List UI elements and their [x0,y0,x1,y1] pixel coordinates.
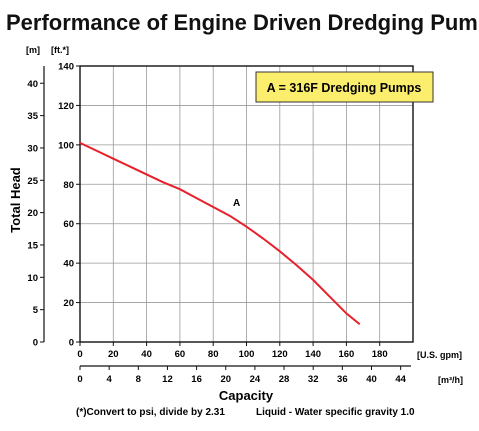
m3h-tick-label: 32 [308,374,319,385]
y-axis-title: Total Head [8,167,23,233]
m3h-tick-label: 0 [77,374,82,385]
gpm-tick-label: 20 [108,349,119,360]
y-unit-feet: [ft.*] [51,45,69,55]
meter-tick-label: 5 [33,305,39,316]
gpm-tick-label: 140 [305,349,321,360]
legend-box-text: A = 316F Dredging Pumps [267,81,422,95]
m3h-tick-label: 4 [107,374,113,385]
gpm-tick-label: 60 [175,349,186,360]
gpm-tick-label: 100 [239,349,255,360]
meter-tick-label: 30 [27,143,38,154]
m3h-tick-label: 24 [250,374,261,385]
liquid-note: Liquid - Water specific gravity 1.0 [256,407,415,418]
feet-tick-label: 140 [58,62,74,73]
m3h-tick-label: 12 [162,374,173,385]
m3h-tick-labels: 0 4 8 12 16 20 24 28 32 36 40 44 [77,366,407,385]
m3h-tick-label: 44 [395,374,406,385]
feet-tick-label: 100 [58,140,74,151]
m3h-tick-label: 16 [191,374,202,385]
meter-tick-label: 40 [27,79,38,90]
chart-title: Performance of Engine Driven Dredging Pu… [6,10,479,35]
gpm-tick-label: 160 [338,349,354,360]
feet-tick-labels: 0 20 40 60 80 100 120 140 [58,62,80,349]
gpm-tick-labels: 0 20 40 60 80 100 120 140 160 180 [77,342,388,360]
grid [80,66,413,342]
y-unit-meters: [m] [26,45,40,55]
gpm-tick-label: 40 [141,349,152,360]
x-unit-gpm: [U.S. gpm] [417,350,462,360]
legend-box: A = 316F Dredging Pumps [255,71,434,103]
x-axis-title: Capacity [219,388,274,403]
conversion-note: (*)Convert to psi, divide by 2.31 [76,407,225,418]
gpm-tick-label: 80 [208,349,219,360]
meter-tick-labels: 0 5 10 15 20 25 30 35 40 [27,79,44,349]
series-a-label: A [233,198,240,209]
gpm-tick-label: 0 [77,349,82,360]
feet-tick-label: 20 [63,298,74,309]
meter-tick-label: 10 [27,273,38,284]
feet-tick-label: 60 [63,219,74,230]
legend-box-background [255,71,434,103]
series-a-curve [79,141,361,326]
m3h-tick-label: 28 [279,374,290,385]
meter-tick-label: 25 [27,176,38,187]
m3h-tick-label: 20 [220,374,231,385]
meter-tick-label: 0 [33,338,38,349]
gpm-tick-label: 180 [372,349,388,360]
x-unit-m3h: [m³/h] [438,375,463,385]
gpm-tick-label: 120 [272,349,288,360]
feet-tick-label: 40 [63,259,74,270]
m3h-tick-label: 8 [136,374,141,385]
feet-tick-label: 80 [63,180,74,191]
feet-tick-label: 0 [69,338,74,349]
meter-tick-label: 20 [27,208,38,219]
meter-tick-label: 15 [27,240,38,251]
meter-tick-label: 35 [27,111,38,122]
m3h-tick-label: 40 [366,374,377,385]
m3h-tick-label: 36 [337,374,348,385]
feet-tick-label: 120 [58,101,74,112]
